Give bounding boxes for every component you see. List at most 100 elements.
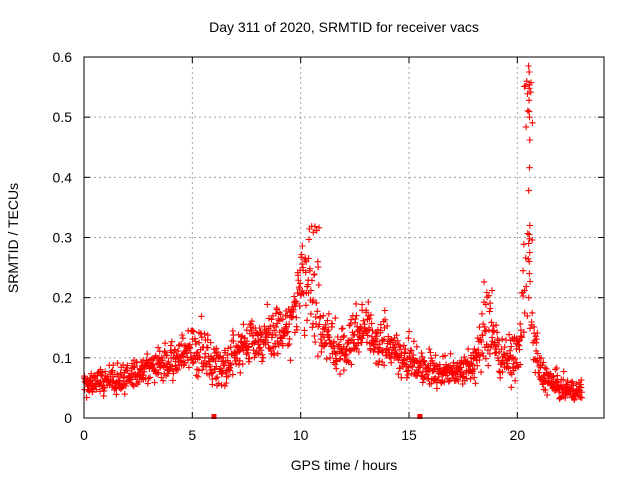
data-point xyxy=(573,380,580,387)
data-point xyxy=(392,340,400,348)
data-point xyxy=(400,342,407,349)
data-point xyxy=(373,333,381,340)
data-point xyxy=(465,345,472,353)
data-point xyxy=(469,361,476,369)
axis-ticks: 0 5 10 15 20 0 0.1 0.2 0.3 0.4 0.5 0.6 xyxy=(53,49,604,443)
data-point xyxy=(554,372,561,379)
data-point xyxy=(372,335,379,343)
data-point xyxy=(501,343,508,351)
data-point xyxy=(284,342,292,349)
data-point xyxy=(113,391,120,398)
data-point xyxy=(333,365,340,372)
data-point xyxy=(467,375,474,383)
data-point xyxy=(296,302,303,310)
data-point xyxy=(485,292,492,299)
data-point xyxy=(471,366,478,373)
data-point xyxy=(325,326,332,334)
data-point xyxy=(271,327,278,334)
y-tick-label: 0.3 xyxy=(53,230,73,246)
data-point xyxy=(300,290,307,297)
data-point xyxy=(445,378,452,385)
data-point xyxy=(191,335,199,342)
data-point xyxy=(307,310,315,318)
data-point xyxy=(541,364,549,371)
data-point xyxy=(153,360,161,368)
data-point xyxy=(201,330,208,337)
data-point xyxy=(384,322,391,330)
data-point xyxy=(122,382,129,390)
data-point xyxy=(377,321,384,328)
data-point xyxy=(560,376,567,383)
data-point xyxy=(548,374,556,381)
data-point xyxy=(243,351,250,358)
data-point xyxy=(471,374,478,381)
data-point xyxy=(370,342,378,350)
data-point xyxy=(498,346,505,353)
data-point xyxy=(478,310,486,317)
data-point xyxy=(236,357,243,364)
data-point xyxy=(168,338,175,345)
data-point xyxy=(403,368,410,375)
x-tick-label: 5 xyxy=(188,427,196,443)
data-point xyxy=(331,345,338,352)
data-point xyxy=(154,344,162,351)
data-point xyxy=(299,242,306,250)
data-point xyxy=(479,349,486,357)
data-point xyxy=(129,381,136,388)
data-point xyxy=(578,376,585,384)
data-point xyxy=(418,372,425,379)
data-point xyxy=(433,362,440,369)
data-point xyxy=(194,373,202,380)
data-point xyxy=(227,344,234,351)
data-point xyxy=(347,347,354,355)
data-point xyxy=(364,332,371,339)
data-point xyxy=(379,358,386,366)
data-point xyxy=(161,340,169,347)
data-point xyxy=(497,374,504,381)
data-point xyxy=(534,350,541,357)
data-point xyxy=(108,368,115,376)
data-point xyxy=(526,114,533,121)
data-point xyxy=(513,345,520,353)
data-point xyxy=(456,360,464,367)
data-point xyxy=(159,377,167,384)
data-point xyxy=(577,384,585,391)
data-point xyxy=(351,331,358,338)
data-point xyxy=(274,350,281,357)
data-point xyxy=(526,249,533,256)
data-point xyxy=(503,360,510,367)
data-point xyxy=(500,350,507,358)
data-point xyxy=(395,370,402,378)
data-point xyxy=(245,343,252,350)
data-point xyxy=(493,329,501,336)
data-point xyxy=(406,328,413,335)
data-point xyxy=(553,379,561,386)
data-point xyxy=(212,358,219,365)
data-point xyxy=(289,313,297,320)
data-point xyxy=(320,343,328,350)
data-point xyxy=(553,364,560,372)
data-point xyxy=(302,302,310,309)
data-point xyxy=(133,359,141,366)
data-point xyxy=(391,344,398,351)
data-point xyxy=(140,372,147,379)
data-point xyxy=(330,338,338,345)
data-point xyxy=(115,373,122,380)
data-point xyxy=(214,374,221,381)
data-point xyxy=(306,265,314,272)
data-point xyxy=(314,258,321,265)
data-point xyxy=(307,287,315,294)
data-point xyxy=(534,329,541,337)
data-point xyxy=(283,329,291,336)
data-point xyxy=(533,335,540,343)
data-point xyxy=(322,339,330,347)
data-point xyxy=(310,229,317,236)
data-point xyxy=(468,360,475,367)
data-point xyxy=(204,344,212,351)
data-point xyxy=(337,355,344,362)
data-point xyxy=(441,352,449,359)
plot-frame xyxy=(83,56,605,419)
data-point xyxy=(287,357,294,364)
data-point xyxy=(184,357,192,364)
